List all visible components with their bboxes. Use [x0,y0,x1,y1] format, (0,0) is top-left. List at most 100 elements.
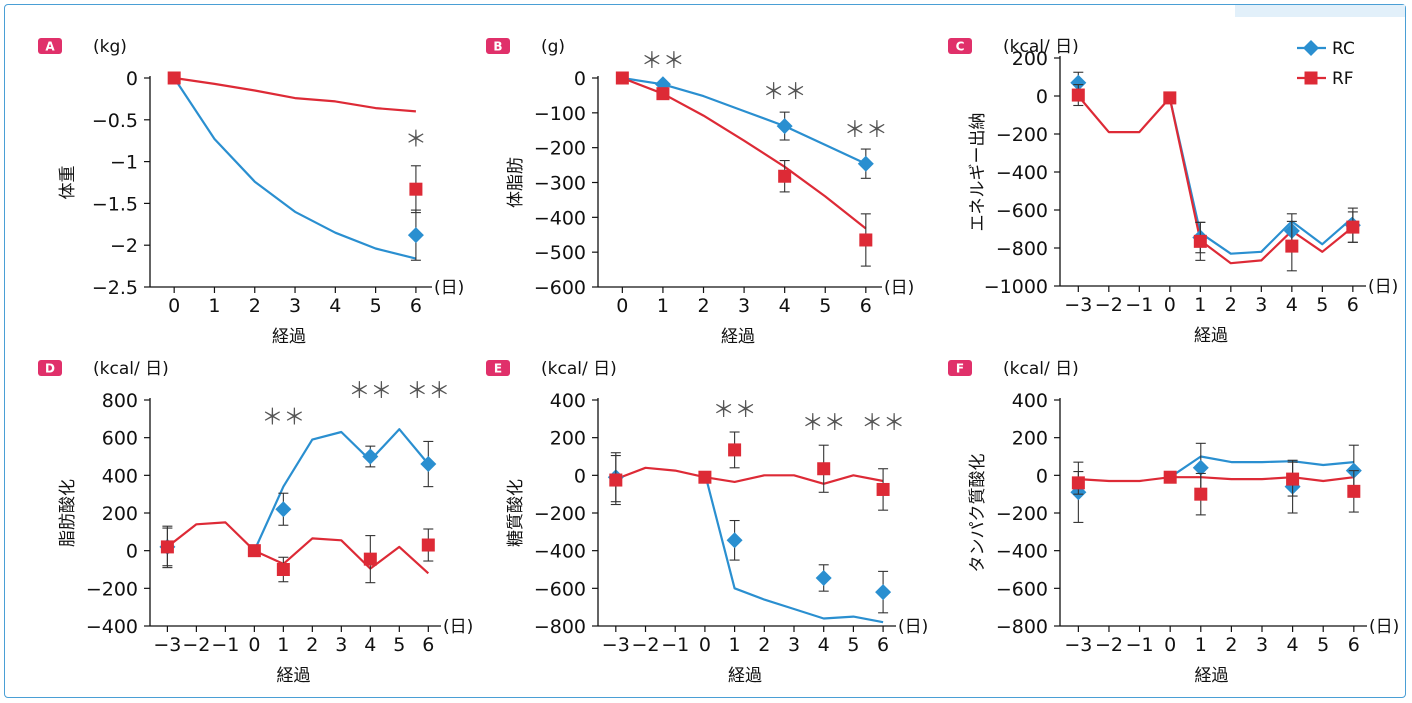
y-axis-title: 糖質酸化 [506,479,526,547]
data-point-rf [1163,470,1177,484]
y-tick-label: −600 [534,578,586,600]
panel-badge [948,360,972,376]
data-point-rf [859,233,873,247]
x-tick-label: 4 [364,634,376,656]
data-point-rc [362,448,379,465]
x-tick-label: −3 [1064,634,1092,656]
legend-marker-rf [1304,71,1318,85]
data-point-rf [1285,239,1299,253]
unit-label: (g) [541,37,565,57]
x-unit-label: (日) [884,278,914,298]
y-tick-label: −600 [996,200,1048,222]
y-tick-label: −0.5 [92,110,138,132]
x-tick-label: 0 [1164,294,1176,316]
unit-label: (kcal/ 日) [541,359,617,379]
x-tick-label: 0 [1164,634,1176,656]
figure-frame [4,4,1406,698]
x-unit-label: (日) [1369,617,1399,637]
data-point-rf [421,538,435,552]
panel-badge [486,38,510,54]
y-tick-label: −1000 [984,276,1048,298]
y-tick-label: −200 [534,138,586,160]
x-tick-label: 3 [289,295,301,317]
data-point-rf [698,470,712,484]
y-tick-label: −600 [534,277,586,299]
x-tick-label: 0 [616,295,628,317]
series-line-rf [615,466,884,485]
y-tick-label: 200 [1012,428,1048,450]
x-tick-label: 6 [1348,634,1360,656]
data-point-rf [609,473,623,487]
x-tick-label: 4 [1287,634,1299,656]
data-point-rf [276,563,290,576]
x-tick-label: −2 [1095,634,1123,656]
significance-mark: ＊＊ [861,411,905,436]
x-tick-label: 5 [819,295,831,317]
data-point-rc [420,456,437,473]
series-line-rf [621,76,867,230]
y-tick-label: 200 [550,428,586,450]
data-point-rf [728,443,742,457]
data-point-rf [656,87,670,101]
significance-mark: ＊＊ [713,398,757,423]
series-line-rc [173,77,417,260]
data-point-rf [1347,484,1361,498]
x-tick-label: 1 [208,295,220,317]
x-tick-label: 5 [847,634,859,656]
data-point-rf [1071,476,1085,490]
y-tick-label: 400 [102,465,138,487]
x-tick-label: 2 [249,295,261,317]
data-point-rf [1346,220,1360,234]
y-tick-label: 200 [1012,48,1048,70]
data-point-rc [857,155,874,172]
panel-letter: F [956,362,964,376]
series-line-rc [253,428,430,552]
y-tick-label: −1 [110,152,138,174]
y-axis-title: エネルギー出納 [968,113,988,232]
unit-label: (kcal/ 日) [93,359,169,379]
x-tick-label: 6 [877,634,889,656]
x-tick-label: 2 [697,295,709,317]
series-line-rc [703,473,884,624]
data-point-rf [615,71,629,85]
x-unit-label: (日) [443,617,473,637]
data-point-rf [409,182,423,196]
y-tick-label: 400 [1012,390,1048,412]
y-tick-label: −800 [534,616,586,638]
x-tick-label: 2 [306,634,318,656]
panel-badge [38,360,62,376]
data-point-rf [167,71,181,85]
data-point-rf [1163,91,1177,105]
legend: RC RF [1297,39,1355,89]
x-tick-label: 1 [1194,294,1206,316]
y-tick-label: 0 [574,68,586,90]
y-tick-label: −200 [534,503,586,525]
x-tick-label: −1 [661,634,689,656]
data-point-rf [876,482,890,496]
legend-marker-rc [1303,40,1319,56]
x-axis-title: 経過 [1195,666,1229,686]
x-axis-title: 経過 [721,327,755,347]
x-tick-label: 6 [422,634,434,656]
data-point-rc [407,227,424,244]
x-unit-label: (日) [1368,277,1398,297]
data-point-rf [160,540,174,554]
x-tick-label: 3 [788,634,800,656]
x-tick-label: 3 [1256,634,1268,656]
panel-badge [486,360,510,376]
data-point-rc [875,584,892,601]
y-tick-label: −600 [996,578,1048,600]
series-line-rf [166,521,430,575]
y-tick-label: −2.5 [92,277,138,299]
data-point-rf [817,462,831,476]
y-tick-label: 0 [126,541,138,563]
y-tick-label: 800 [102,390,138,412]
x-unit-label: (日) [898,617,928,637]
data-point-rf [778,169,792,183]
data-point-rc [776,118,793,135]
x-tick-label: 5 [1317,634,1329,656]
